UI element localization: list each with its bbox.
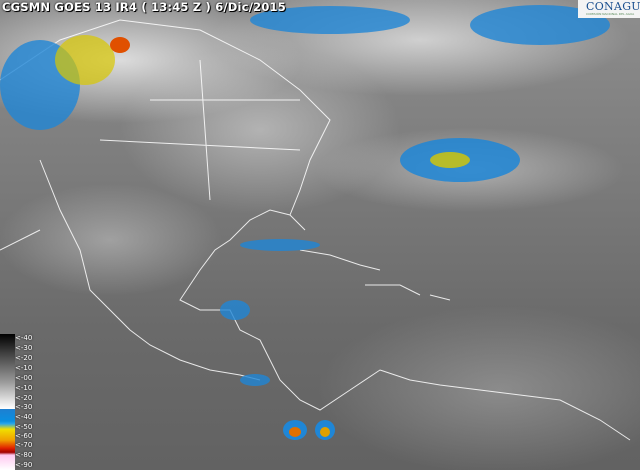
legend-label: <-30	[15, 403, 33, 411]
logo-text: CONAGUA	[586, 0, 640, 13]
legend-label: <-70	[15, 441, 33, 449]
legend-label: <-60	[15, 432, 33, 440]
temperature-legend: <-40 <-30 <-20 <-10 <-00 <-10 <-20 <-30 …	[0, 334, 40, 470]
legend-color-bar	[0, 334, 15, 470]
conagua-logo: CONAGUA COMISIÓN NACIONAL DEL AGUA	[578, 0, 640, 18]
legend-label: <-00	[15, 374, 33, 382]
logo-subtitle: COMISIÓN NACIONAL DEL AGUA	[586, 12, 635, 16]
legend-label: <-80	[15, 451, 33, 459]
legend-label: <-50	[15, 423, 33, 431]
cold-cloud-tops	[0, 5, 610, 440]
legend-label: <-90	[15, 461, 33, 469]
legend-label: <-10	[15, 384, 33, 392]
legend-label: <-20	[15, 394, 33, 402]
legend-label: <-40	[15, 334, 33, 342]
legend-label: <-20	[15, 354, 33, 362]
coastlines	[0, 19, 631, 441]
legend-label: <-10	[15, 364, 33, 372]
image-title: CGSMN GOES 13 IR4 ( 13:45 Z ) 6/Dic/2015	[2, 0, 286, 14]
legend-label: <-30	[15, 344, 33, 352]
legend-label: <-40	[15, 413, 33, 421]
